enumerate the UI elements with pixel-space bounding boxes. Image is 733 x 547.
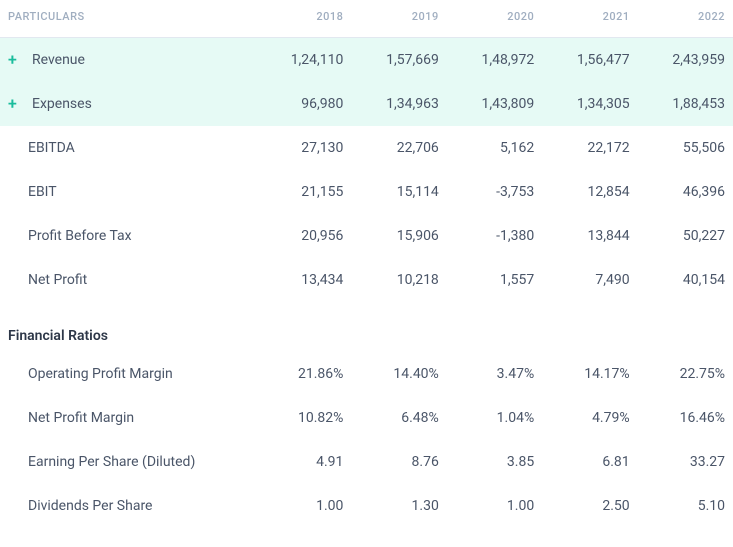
- table-row: EBITDA27,13022,7065,16222,17255,506: [0, 126, 733, 170]
- cell-value: 4.91: [248, 454, 343, 470]
- cell-value: 50,227: [630, 228, 725, 244]
- cell-value: -1,380: [439, 228, 534, 244]
- header-year: 2022: [630, 10, 725, 23]
- expand-icon[interactable]: +: [8, 96, 22, 112]
- header-year: 2020: [439, 10, 534, 23]
- table-row: Operating Profit Margin21.86%14.40%3.47%…: [0, 352, 733, 396]
- table-header-row: PARTICULARS 2018 2019 2020 2021 2022: [0, 0, 733, 38]
- row-label: Dividends Per Share: [8, 498, 248, 514]
- cell-value: 3.47%: [439, 366, 534, 382]
- table-row: Net Profit13,43410,2181,5577,49040,154: [0, 258, 733, 302]
- section-header-row: Financial Ratios: [0, 302, 733, 352]
- cell-value: 46,396: [630, 184, 725, 200]
- row-label[interactable]: + Revenue: [8, 52, 248, 68]
- section-title: Financial Ratios: [8, 328, 248, 344]
- cell-value: 6.48%: [343, 410, 438, 426]
- expandable-row[interactable]: + Revenue 1,24,1101,57,6691,48,9721,56,477…: [0, 38, 733, 82]
- financials-table: PARTICULARS 2018 2019 2020 2021 2022 + Re…: [0, 0, 733, 528]
- cell-value: 14.17%: [534, 366, 629, 382]
- row-label-text: Expenses: [32, 96, 92, 112]
- table-row: EBIT21,15515,114-3,75312,85446,396: [0, 170, 733, 214]
- cell-value: 22,172: [534, 140, 629, 156]
- cell-value: 2.50: [534, 498, 629, 514]
- cell-value: 13,844: [534, 228, 629, 244]
- cell-value: 14.40%: [343, 366, 438, 382]
- cell-value: 1,43,809: [439, 96, 534, 112]
- row-label: Operating Profit Margin: [8, 366, 248, 382]
- cell-value: 55,506: [630, 140, 725, 156]
- header-year: 2019: [343, 10, 438, 23]
- row-label: EBITDA: [8, 140, 248, 156]
- cell-value: 6.81: [534, 454, 629, 470]
- cell-value: 1,56,477: [534, 52, 629, 68]
- header-year: 2021: [534, 10, 629, 23]
- row-label-text: Revenue: [32, 52, 85, 68]
- cell-value: 1,48,972: [439, 52, 534, 68]
- cell-value: 1,24,110: [248, 52, 343, 68]
- cell-value: 1,34,963: [343, 96, 438, 112]
- cell-value: 1.04%: [439, 410, 534, 426]
- cell-value: 1,557: [439, 272, 534, 288]
- cell-value: 5,162: [439, 140, 534, 156]
- cell-value: 33.27: [630, 454, 725, 470]
- cell-value: 1,34,305: [534, 96, 629, 112]
- cell-value: 1,88,453: [630, 96, 725, 112]
- cell-value: 12,854: [534, 184, 629, 200]
- cell-value: 22.75%: [630, 366, 725, 382]
- cell-value: -3,753: [439, 184, 534, 200]
- cell-value: 1,57,669: [343, 52, 438, 68]
- cell-value: 27,130: [248, 140, 343, 156]
- cell-value: 8.76: [343, 454, 438, 470]
- cell-value: 10.82%: [248, 410, 343, 426]
- cell-value: 1.30: [343, 498, 438, 514]
- cell-value: 2,43,959: [630, 52, 725, 68]
- cell-value: 10,218: [343, 272, 438, 288]
- header-particulars: PARTICULARS: [8, 10, 248, 23]
- cell-value: 20,956: [248, 228, 343, 244]
- cell-value: 21,155: [248, 184, 343, 200]
- cell-value: 22,706: [343, 140, 438, 156]
- cell-value: 1.00: [439, 498, 534, 514]
- expandable-row[interactable]: + Expenses 96,9801,34,9631,43,8091,34,3051…: [0, 82, 733, 126]
- row-label: EBIT: [8, 184, 248, 200]
- cell-value: 13,434: [248, 272, 343, 288]
- row-label: Earning Per Share (Diluted): [8, 454, 248, 470]
- table-row: Net Profit Margin10.82%6.48%1.04%4.79%16…: [0, 396, 733, 440]
- cell-value: 40,154: [630, 272, 725, 288]
- cell-value: 1.00: [248, 498, 343, 514]
- row-label: Net Profit: [8, 272, 248, 288]
- row-label: Profit Before Tax: [8, 228, 248, 244]
- row-label: Net Profit Margin: [8, 410, 248, 426]
- cell-value: 21.86%: [248, 366, 343, 382]
- expand-icon[interactable]: +: [8, 52, 22, 68]
- cell-value: 16.46%: [630, 410, 725, 426]
- cell-value: 5.10: [630, 498, 725, 514]
- cell-value: 7,490: [534, 272, 629, 288]
- cell-value: 15,906: [343, 228, 438, 244]
- cell-value: 3.85: [439, 454, 534, 470]
- header-year: 2018: [248, 10, 343, 23]
- cell-value: 15,114: [343, 184, 438, 200]
- cell-value: 4.79%: [534, 410, 629, 426]
- row-label[interactable]: + Expenses: [8, 96, 248, 112]
- cell-value: 96,980: [248, 96, 343, 112]
- table-row: Dividends Per Share1.001.301.002.505.10: [0, 484, 733, 528]
- table-row: Profit Before Tax20,95615,906-1,38013,84…: [0, 214, 733, 258]
- table-row: Earning Per Share (Diluted)4.918.763.856…: [0, 440, 733, 484]
